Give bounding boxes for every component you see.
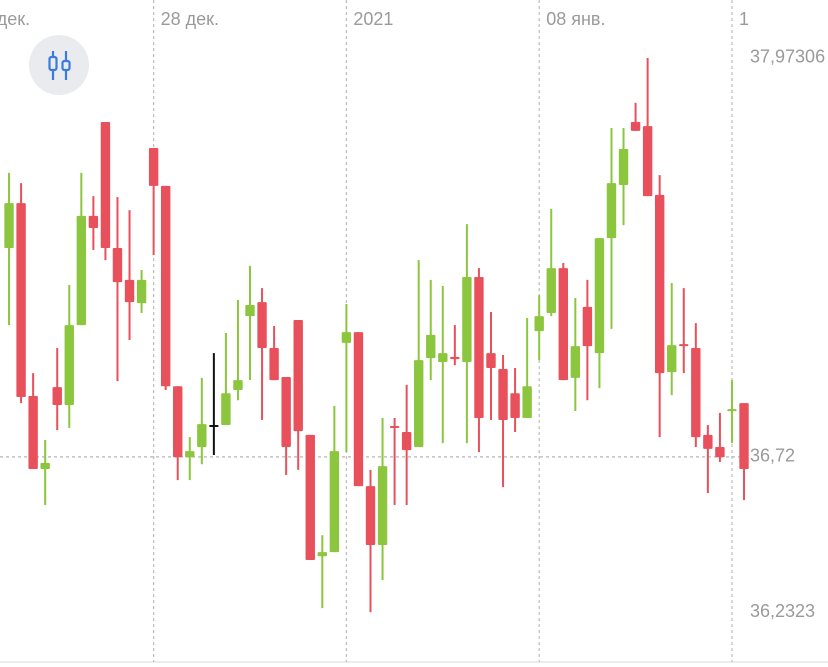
candle-body [594, 238, 605, 354]
candle-body [679, 344, 689, 347]
candle-body [293, 319, 303, 432]
candle-body [401, 432, 412, 451]
candle-body [112, 248, 123, 283]
y-tick-label: 36,2323 [750, 601, 815, 621]
candle-body [486, 353, 496, 369]
current-price-label: 36,72 [750, 446, 795, 466]
candle-body [124, 279, 135, 303]
candle-body [136, 279, 147, 304]
candle-body [305, 434, 315, 561]
candle-body [389, 425, 400, 428]
candle-icon [48, 51, 71, 80]
candle-body [40, 462, 50, 469]
x-tick-label: 08 янв. [546, 9, 605, 29]
candle-body [221, 393, 231, 426]
candle-body [197, 424, 207, 448]
candle-body [341, 332, 352, 343]
candle-body [52, 387, 62, 405]
x-tick-label: дек. [0, 9, 30, 29]
chart-type-button[interactable] [29, 35, 89, 95]
candle-body [269, 347, 279, 381]
candle-body [317, 552, 328, 557]
candle-body [76, 215, 87, 326]
x-tick-label: 28 дек. [161, 9, 219, 29]
candle-body [546, 268, 556, 313]
candle-body [377, 466, 388, 546]
candle-body [329, 451, 340, 553]
button-background[interactable] [29, 35, 89, 95]
candle-body [739, 403, 749, 469]
candle-body [233, 380, 243, 391]
candle-body [209, 425, 219, 428]
candle-body [727, 409, 737, 412]
candle-body [642, 126, 653, 197]
candle-body [522, 386, 532, 419]
candle-body [438, 353, 448, 362]
candle-body [667, 345, 677, 373]
candle-body [703, 434, 713, 449]
candle-body [281, 376, 291, 448]
candle-body [691, 347, 701, 438]
candle-body [414, 360, 424, 448]
candle-body [534, 316, 544, 332]
candle-body [148, 148, 159, 186]
candle-body [630, 121, 641, 131]
candle-body [245, 305, 255, 317]
candle-body [450, 356, 460, 360]
candle-body [426, 334, 436, 359]
candle-body [365, 486, 376, 546]
x-tick-label: 1 [739, 9, 749, 29]
candle-body [4, 203, 14, 249]
candle-body [64, 325, 74, 405]
candle-body [570, 346, 581, 378]
candle-body [510, 393, 520, 419]
candle-body [498, 368, 508, 420]
candle-body [474, 276, 484, 419]
candle-body [654, 194, 665, 374]
candle-body [28, 396, 38, 469]
candle-body [606, 183, 617, 239]
candle-body [582, 306, 593, 347]
candle-body [100, 121, 111, 249]
candle-body [16, 203, 26, 398]
candle-body [558, 268, 568, 381]
x-tick-label: 2021 [353, 9, 393, 29]
candle-body [257, 302, 267, 348]
candle-body [185, 451, 195, 458]
candle-body [462, 276, 472, 362]
candle-body [353, 332, 364, 487]
candle-body [715, 447, 725, 458]
candle-body [88, 215, 99, 228]
candle-body [160, 185, 171, 387]
y-tick-label: 37,97306 [750, 47, 825, 67]
candle-body [618, 149, 629, 185]
candle-body [173, 386, 183, 458]
